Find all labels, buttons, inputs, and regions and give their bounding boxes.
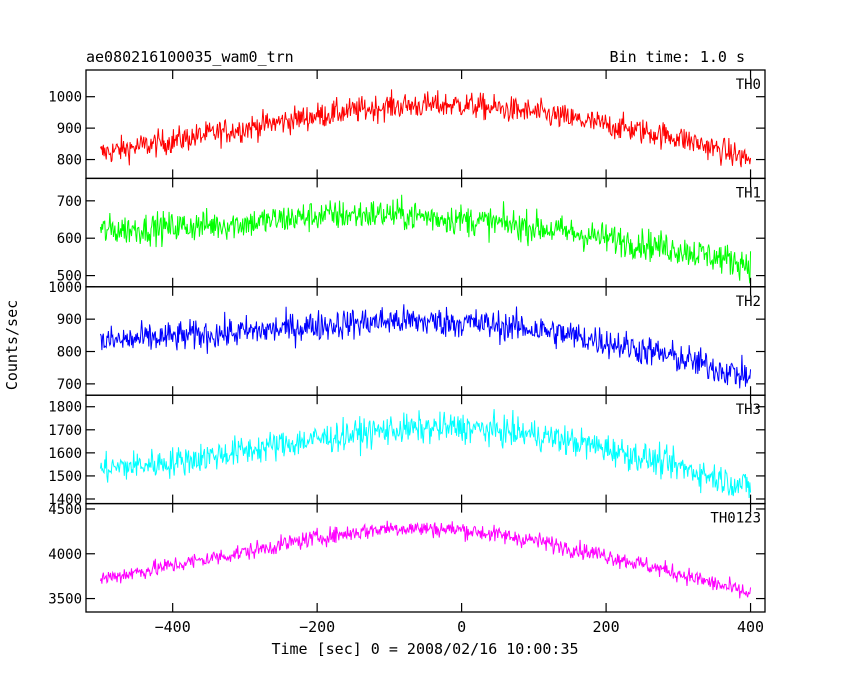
y-tick-label: 4000 xyxy=(48,547,82,563)
y-tick-label: 1800 xyxy=(48,400,82,416)
y-tick-label: 700 xyxy=(57,194,82,210)
y-tick-label: 1000 xyxy=(48,280,82,296)
y-tick-label: 700 xyxy=(57,377,82,393)
chart-title: ae080216100035_wam0_trn xyxy=(86,48,294,66)
x-tick-label: 400 xyxy=(737,618,764,636)
y-tick-label: 1500 xyxy=(48,469,82,485)
series-line-th0 xyxy=(99,89,752,168)
panel-label-th1: TH1 xyxy=(736,185,761,201)
x-tick-label: 0 xyxy=(457,618,466,636)
series-line-th3 xyxy=(99,409,752,499)
y-tick-label: 900 xyxy=(57,121,82,137)
y-tick-label: 1400 xyxy=(48,492,82,508)
series-line-th0123 xyxy=(99,520,752,599)
panel-label-th0123: TH0123 xyxy=(710,511,761,527)
x-tick-label: −200 xyxy=(299,618,335,636)
series-line-th2 xyxy=(99,304,752,389)
panel-frame-th0123 xyxy=(85,502,766,613)
y-tick-label: 900 xyxy=(57,312,82,328)
panel-label-th0: TH0 xyxy=(736,77,761,93)
y-tick-label: 600 xyxy=(57,231,82,247)
y-tick-label: 1000 xyxy=(48,90,82,106)
y-tick-label: 800 xyxy=(57,345,82,361)
x-tick-label: −400 xyxy=(155,618,191,636)
y-tick-label: 3500 xyxy=(48,592,82,608)
x-tick-label: 200 xyxy=(593,618,620,636)
x-axis-label: Time [sec] 0 = 2008/02/16 10:00:35 xyxy=(271,640,578,658)
panel-frame-th2 xyxy=(85,286,766,396)
panel-label-th2: TH2 xyxy=(736,294,761,310)
panel-frame-th3 xyxy=(85,394,766,505)
panel-label-th3: TH3 xyxy=(736,402,761,418)
y-tick-label: 4500 xyxy=(48,502,82,518)
y-tick-label: 800 xyxy=(57,153,82,169)
bin-time-label: Bin time: 1.0 s xyxy=(610,48,745,66)
panels-group: 800 900 1000 TH0 500 600 700 TH1 700 800 900 1000 TH… xyxy=(48,69,766,636)
series-line-th1 xyxy=(99,194,752,284)
y-tick-label: 1700 xyxy=(48,423,82,439)
y-tick-label: 500 xyxy=(57,269,82,285)
y-tick-label: 1600 xyxy=(48,446,82,462)
y-axis-label: Counts/sec xyxy=(3,300,21,390)
